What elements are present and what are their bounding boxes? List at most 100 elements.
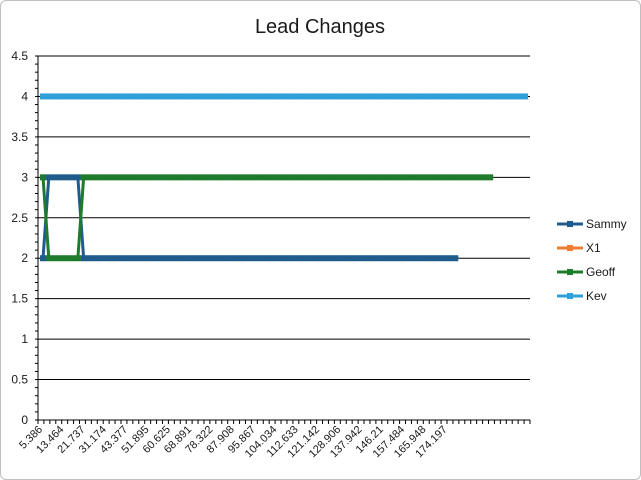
- data-point: [330, 93, 337, 100]
- data-point: [382, 93, 389, 100]
- data-point: [98, 93, 105, 100]
- data-point: [161, 174, 168, 181]
- data-point: [51, 174, 58, 181]
- y-tick-label: 0: [21, 413, 28, 427]
- data-point: [469, 93, 476, 100]
- data-point: [150, 174, 157, 181]
- data-point: [249, 255, 256, 262]
- legend-swatch-marker: [567, 245, 573, 251]
- data-point: [260, 255, 267, 262]
- data-point: [353, 174, 360, 181]
- legend-item-x1: X1: [557, 241, 601, 255]
- data-point: [86, 255, 93, 262]
- data-point: [173, 93, 180, 100]
- data-point: [440, 93, 447, 100]
- data-point: [220, 93, 227, 100]
- data-point: [440, 174, 447, 181]
- data-point: [278, 93, 285, 100]
- data-point: [69, 93, 76, 100]
- data-point: [243, 93, 250, 100]
- y-tick-label: 2: [21, 251, 28, 265]
- data-point: [289, 174, 296, 181]
- data-point: [138, 174, 145, 181]
- data-point: [312, 255, 319, 262]
- data-point: [208, 255, 215, 262]
- data-point: [353, 93, 360, 100]
- data-point: [167, 93, 174, 100]
- data-point: [92, 93, 99, 100]
- data-point: [347, 93, 354, 100]
- data-point: [394, 255, 401, 262]
- data-point: [179, 255, 186, 262]
- data-point: [365, 174, 372, 181]
- data-point: [225, 174, 232, 181]
- data-point: [371, 93, 378, 100]
- data-point: [254, 255, 261, 262]
- data-point: [225, 255, 232, 262]
- data-point: [411, 255, 418, 262]
- legend-label: Geoff: [586, 265, 616, 279]
- data-point: [202, 255, 209, 262]
- data-point: [463, 174, 470, 181]
- data-point: [371, 174, 378, 181]
- data-point: [307, 255, 314, 262]
- data-point: [301, 255, 308, 262]
- data-point: [225, 93, 232, 100]
- data-point: [411, 174, 418, 181]
- data-point: [405, 174, 412, 181]
- data-point: [40, 174, 46, 181]
- data-point: [307, 93, 314, 100]
- data-point: [92, 174, 99, 181]
- data-point: [249, 174, 256, 181]
- data-point: [231, 93, 238, 100]
- data-point: [121, 174, 128, 181]
- data-point: [63, 174, 70, 181]
- data-point: [190, 174, 197, 181]
- data-point: [411, 93, 418, 100]
- data-point: [359, 93, 366, 100]
- data-point: [417, 174, 424, 181]
- data-point: [150, 255, 157, 262]
- data-point: [388, 174, 395, 181]
- data-point: [452, 174, 459, 181]
- data-point: [487, 174, 494, 181]
- data-point: [237, 255, 244, 262]
- data-point: [510, 93, 517, 100]
- data-point: [417, 255, 424, 262]
- data-point: [161, 93, 168, 100]
- data-point: [295, 93, 302, 100]
- data-point: [202, 174, 209, 181]
- data-point: [475, 174, 482, 181]
- data-point: [353, 255, 360, 262]
- data-point: [167, 174, 174, 181]
- data-point: [382, 174, 389, 181]
- data-point: [446, 255, 453, 262]
- data-point: [138, 255, 145, 262]
- legend-swatch-marker: [567, 293, 573, 299]
- data-point: [382, 255, 389, 262]
- data-point: [208, 174, 215, 181]
- data-point: [40, 93, 46, 100]
- data-point: [185, 255, 192, 262]
- data-point: [103, 255, 110, 262]
- data-point: [109, 174, 116, 181]
- data-point: [98, 255, 105, 262]
- data-point: [45, 255, 52, 262]
- data-point: [469, 174, 476, 181]
- data-point: [80, 174, 87, 181]
- data-point: [132, 93, 139, 100]
- data-point: [196, 255, 203, 262]
- data-point: [127, 93, 134, 100]
- y-tick-label: 1: [21, 332, 28, 346]
- data-point: [341, 93, 348, 100]
- data-point: [423, 174, 430, 181]
- data-point: [272, 255, 279, 262]
- data-point: [347, 255, 354, 262]
- data-point: [150, 93, 157, 100]
- data-point: [492, 93, 499, 100]
- data-point: [115, 255, 122, 262]
- data-point: [74, 174, 81, 181]
- data-point: [324, 93, 331, 100]
- data-point: [330, 174, 337, 181]
